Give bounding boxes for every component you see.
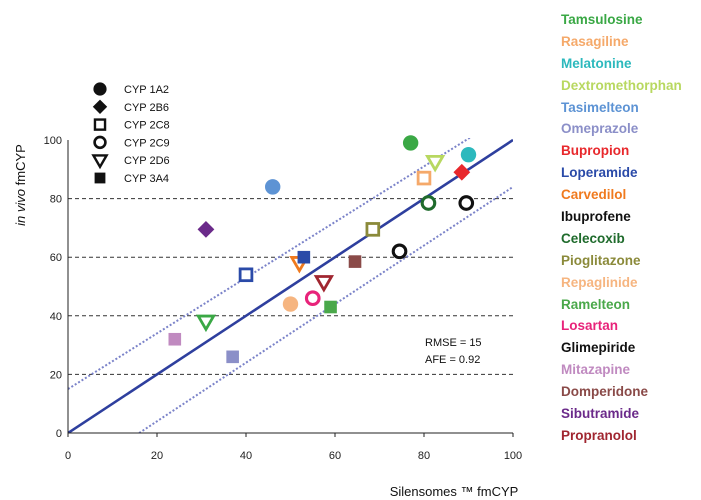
x-tick-label-40: 40 [240, 450, 252, 462]
drug-legend-item-celecoxib: Celecoxib [561, 230, 625, 246]
marker-legend-label-4: CYP 2C9 [124, 137, 170, 149]
marker-legend-symbol-6 [94, 172, 106, 184]
drug-legend-item-tamsulosine: Tamsulosine [561, 12, 643, 27]
marker-legend-label-1: CYP 1A2 [124, 84, 169, 96]
point-pioglitazone [365, 222, 381, 237]
point-bupropion [453, 163, 471, 181]
marker-legend: CYP 1A2 CYP 2B6 CYP 2C8 CYP 2C9 CYP 2D6 CYP 3… [91, 82, 170, 185]
x-tick-labels: 0 20 40 60 80 100 [65, 433, 522, 462]
drug-legend-item-mitazapine: Mitazapine [561, 362, 631, 378]
drug-legend-item-melatonine: Melatonine [561, 55, 632, 71]
marker-legend-label-3: CYP 2C8 [124, 120, 170, 132]
drug-legend-item-tasimelteon: Tasimelteon [561, 99, 639, 115]
drug-legend-item-domperidone: Domperidone [561, 384, 649, 400]
x-tick-label-80: 80 [418, 450, 430, 462]
marker-legend-symbol-5 [91, 154, 109, 170]
y-tick-label-60: 60 [50, 252, 62, 264]
drug-legend-item-sibutramide: Sibutramide [561, 406, 640, 422]
rmse-annotation: RMSE = 15 [425, 337, 482, 349]
point-dextromethorphan [424, 154, 446, 173]
drug-legend-item-ramelteon: Ramelteon [561, 296, 631, 312]
drug-legend-item-omeprazole: Omeprazole [561, 121, 639, 137]
y-axis-title: in vivo fmCYP [13, 144, 28, 226]
point-rasagiline [416, 170, 432, 186]
point-mitazapine [168, 332, 182, 346]
point-tamsulosine [402, 135, 419, 151]
x-axis-title: Silensomes ™ fmCYP [390, 484, 519, 499]
axes [67, 140, 513, 434]
x-tick-label-20: 20 [151, 450, 163, 462]
point-loperamide [238, 267, 254, 283]
point-losartan [304, 290, 321, 307]
point-ramelteon [324, 300, 337, 314]
marker-legend-label-2: CYP 2B6 [124, 102, 169, 114]
y-axis-title-italic: in vivo [13, 189, 28, 226]
x-tick-label-60: 60 [329, 450, 341, 462]
point-ibuprofene [458, 195, 475, 211]
marker-legend-symbol-3 [93, 118, 107, 131]
point-extra-2 [297, 250, 311, 264]
y-tick-label-40: 40 [50, 311, 62, 323]
point-omeprazole [226, 350, 239, 364]
drug-legend-item-repaglinide: Repaglinide [561, 274, 638, 290]
marker-legend-symbol-2 [92, 99, 108, 114]
marker-legend-label-6: CYP 3A4 [124, 173, 169, 185]
drug-legend-item-bupropion: Bupropion [561, 143, 630, 159]
drug-legend-item-carvedilol: Carvedilol [561, 187, 627, 203]
y-axis-title-rest: fmCYP [13, 144, 28, 189]
x-tick-label-100: 100 [504, 450, 522, 462]
drug-legend: Tamsulosine Rasagiline Melatonine Dextromet… [561, 9, 682, 447]
point-tasimelteon [265, 179, 281, 195]
marker-legend-symbol-1 [93, 82, 107, 96]
y-tick-labels: 0 20 40 60 80 100 [44, 135, 62, 440]
point-propranolol [313, 275, 335, 293]
drug-legend-item-ibuprofene: Ibuprofene [561, 209, 631, 225]
point-melatonine [460, 146, 477, 163]
y-tick-label-80: 80 [50, 194, 62, 206]
x-tick-label-0: 0 [65, 450, 71, 462]
point-sibutramide [197, 220, 215, 238]
point-celecoxib [420, 195, 437, 211]
drug-legend-item-pioglitazone: Pioglitazone [561, 252, 641, 268]
point-glimepiride [391, 243, 408, 260]
identity-line [68, 138, 513, 433]
marker-legend-label-5: CYP 2D6 [124, 155, 170, 167]
y-tick-label-0: 0 [56, 428, 62, 440]
y-tick-label-20: 20 [50, 369, 62, 381]
drug-legend-item-dextromethorphan: Dextromethorphan [561, 77, 682, 93]
afe-annotation: AFE = 0.92 [425, 354, 480, 366]
drug-legend-item-glimepiride: Glimepiride [561, 340, 636, 356]
y-tick-label-100: 100 [44, 135, 62, 147]
drug-legend-item-propranolol: Propranolol [561, 427, 637, 443]
drug-legend-item-rasagiline: Rasagiline [561, 33, 629, 49]
marker-legend-symbol-4 [93, 135, 107, 150]
drug-legend-item-loperamide: Loperamide [561, 165, 638, 181]
point-repaglinide [282, 296, 299, 312]
data-points [168, 135, 477, 364]
fold-line-2 [138, 186, 513, 433]
drug-legend-item-losartan: Losartan [561, 318, 619, 334]
point-extra-1 [195, 314, 217, 333]
point-domperidone [348, 255, 362, 268]
